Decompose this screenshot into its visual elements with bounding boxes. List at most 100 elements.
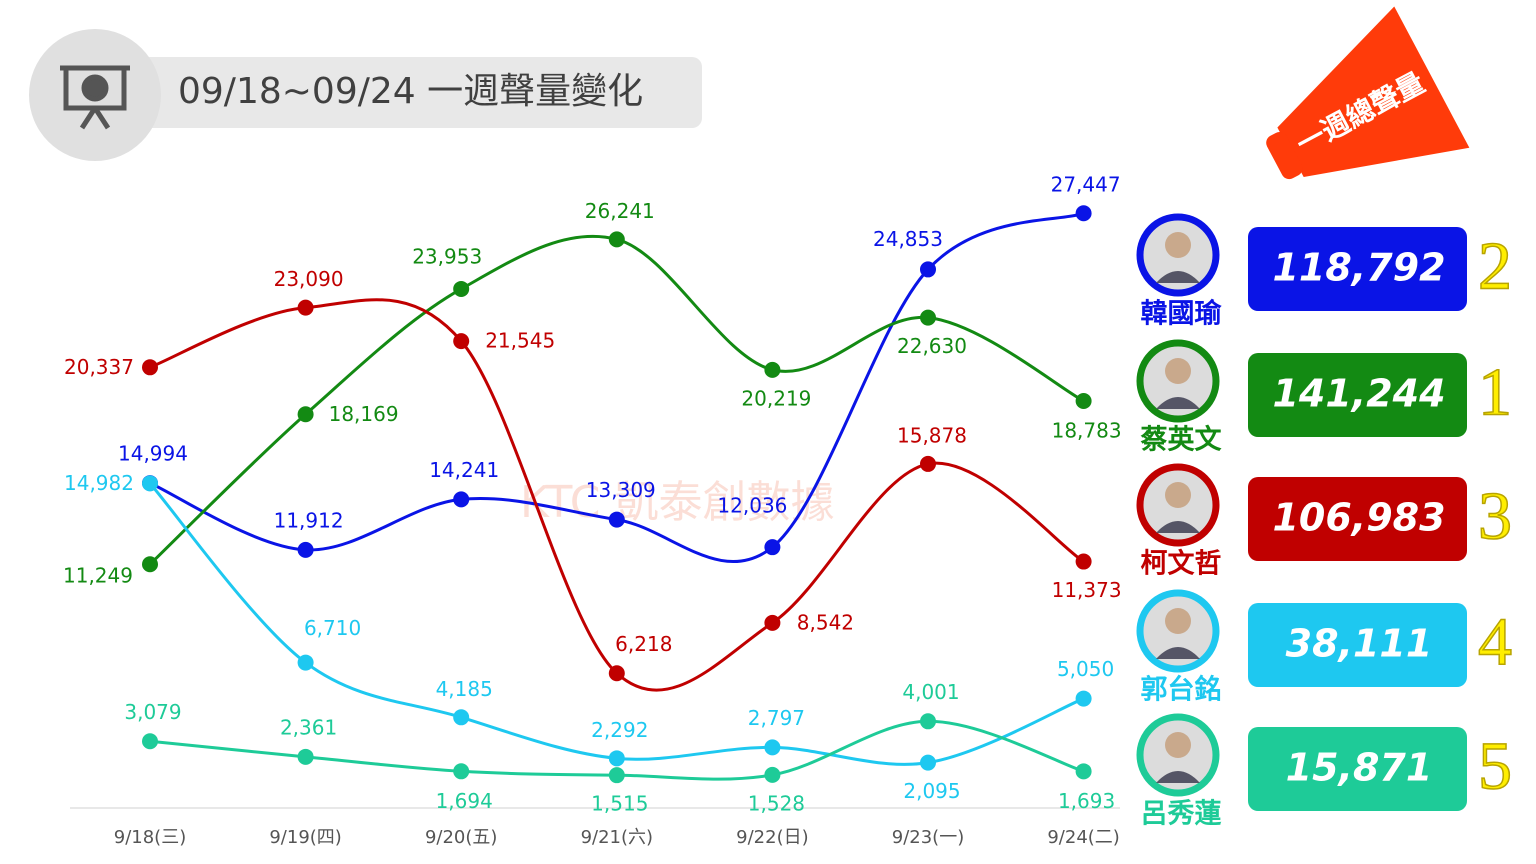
data-label: 20,337	[64, 355, 134, 379]
point	[297, 299, 314, 316]
rank: 1	[1478, 354, 1512, 430]
point	[920, 455, 936, 472]
data-label: 14,994	[118, 442, 188, 466]
photo-body	[1156, 521, 1200, 533]
point	[453, 280, 470, 297]
point	[453, 491, 470, 508]
photo-head	[1165, 232, 1191, 258]
photo-body	[1156, 271, 1200, 283]
point	[1075, 553, 1092, 570]
point	[920, 261, 936, 278]
data-label: 11,373	[1052, 578, 1122, 602]
presentation-icon	[60, 65, 130, 130]
data-label: 13,309	[586, 478, 656, 502]
point	[297, 406, 314, 423]
point	[297, 654, 314, 671]
rank: 2	[1478, 228, 1512, 304]
photo-body	[1156, 647, 1200, 659]
data-label: 24,853	[873, 227, 943, 251]
data-label: 11,249	[63, 564, 133, 588]
point	[142, 475, 158, 492]
x-tick-label: 9/20(五)	[425, 827, 497, 848]
data-label: 21,545	[485, 329, 555, 353]
data-label: 11,912	[274, 508, 344, 532]
point	[453, 333, 470, 350]
x-tick-label: 9/23(一)	[892, 827, 964, 848]
x-tick-label: 9/18(三)	[114, 827, 186, 848]
total-value: 38,111	[1286, 622, 1433, 666]
total-box	[1248, 727, 1467, 811]
data-label: 15,878	[897, 423, 967, 447]
point	[608, 511, 625, 528]
data-label: 8,542	[797, 610, 854, 634]
total-box	[1248, 353, 1467, 437]
point	[453, 763, 470, 780]
total-box	[1248, 477, 1467, 561]
point	[920, 754, 936, 771]
point	[920, 309, 936, 326]
point	[142, 556, 158, 573]
x-tick-label: 9/21(六)	[581, 827, 653, 848]
total-box	[1248, 603, 1467, 687]
point	[1075, 392, 1092, 409]
data-label: 18,169	[329, 402, 399, 426]
data-label: 1,693	[1058, 789, 1115, 813]
megaphone: 一週總聲量	[1266, 6, 1470, 180]
data-label: 6,710	[304, 616, 361, 640]
candidate-name: 韓國瑜	[1141, 298, 1223, 330]
data-label: 5,050	[1057, 657, 1114, 681]
megaphone-body	[1277, 6, 1470, 177]
data-label: 1,528	[748, 791, 805, 815]
point	[297, 541, 314, 558]
data-label: 27,447	[1051, 173, 1121, 197]
data-label: 1,694	[436, 789, 493, 813]
candidate-name: 柯文哲	[1141, 548, 1222, 580]
candidate-row: 郭台銘 38,111 4	[1136, 589, 1513, 706]
data-label: 4,001	[902, 680, 959, 704]
data-label: 6,218	[615, 632, 672, 656]
point	[764, 614, 781, 631]
total-value: 118,792	[1272, 246, 1445, 290]
photo-body	[1156, 397, 1200, 409]
photo-head	[1165, 608, 1191, 634]
point	[608, 750, 625, 767]
total-value: 106,983	[1272, 496, 1445, 540]
rank: 4	[1478, 604, 1512, 680]
x-tick-label: 9/24(二)	[1047, 827, 1119, 848]
point	[142, 359, 158, 376]
data-label: 23,090	[274, 267, 344, 291]
x-tick-label: 9/19(四)	[269, 827, 341, 848]
data-label: 14,241	[429, 458, 499, 482]
page-title: 09/18~09/24 一週聲量變化	[178, 71, 643, 112]
point	[608, 231, 625, 248]
point	[297, 748, 314, 765]
point	[1075, 205, 1092, 222]
photo-head	[1165, 358, 1191, 384]
rank: 5	[1478, 728, 1512, 804]
total-value: 141,244	[1272, 372, 1445, 416]
candidate-row: 呂秀蓮 15,871 5	[1136, 713, 1513, 830]
photo-head	[1165, 482, 1191, 508]
point	[764, 739, 781, 756]
data-label: 4,185	[436, 677, 493, 701]
total-value: 15,871	[1286, 746, 1433, 790]
data-label: 26,241	[585, 199, 655, 223]
data-label: 2,292	[591, 718, 648, 742]
data-label: 1,515	[591, 792, 648, 816]
data-label: 14,982	[64, 471, 134, 495]
data-label: 3,079	[124, 700, 181, 724]
point	[920, 713, 936, 730]
candidate-name: 蔡英文	[1141, 424, 1223, 456]
data-label: 2,095	[903, 779, 960, 803]
photo-body	[1156, 771, 1200, 783]
photo-head	[1165, 732, 1191, 758]
data-label: 12,036	[717, 494, 787, 518]
x-tick-label: 9/22(日)	[736, 827, 808, 848]
data-label: 22,630	[897, 334, 967, 358]
point	[453, 709, 470, 726]
total-box	[1248, 227, 1467, 311]
point	[608, 767, 625, 784]
point	[764, 766, 781, 783]
